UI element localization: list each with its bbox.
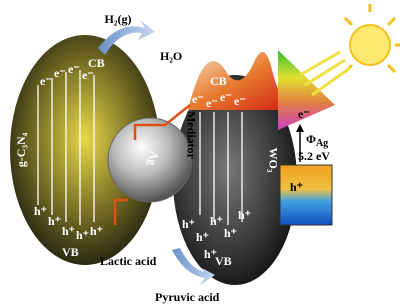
phi: Φ xyxy=(306,132,316,146)
hole: h⁺ xyxy=(204,247,217,261)
hole: h⁺ xyxy=(182,217,195,231)
hole: h⁺ xyxy=(210,214,223,228)
h2o-label: H₂O xyxy=(160,49,182,63)
right-material: WO₃ xyxy=(266,148,280,173)
hole: h⁺ xyxy=(62,224,75,238)
hole: h⁺ xyxy=(76,228,89,242)
electron: e⁻ xyxy=(54,66,66,80)
diagram: H₂(g) H₂O Lactic acid Pyruvic acid CB VB… xyxy=(0,0,400,308)
ag-hole: h⁺ xyxy=(290,180,303,194)
electron: e⁻ xyxy=(82,68,94,82)
right-cb: CB xyxy=(210,74,227,88)
h2-label: H₂(g) xyxy=(105,12,132,26)
left-vb: VB xyxy=(62,245,79,259)
pyruvic-label: Pyruvic acid xyxy=(155,290,220,304)
work-function: ΦAg xyxy=(306,132,328,150)
ag-band-box xyxy=(280,165,332,225)
electron: e⁻ xyxy=(192,92,204,106)
hole: h⁺ xyxy=(238,208,251,222)
lactic-label: Lactic acid xyxy=(100,254,157,268)
electron: e⁻ xyxy=(220,90,232,104)
arrowhead xyxy=(296,124,304,132)
hole: h⁺ xyxy=(90,224,103,238)
electron: e⁻ xyxy=(206,96,218,110)
hole: h⁺ xyxy=(224,226,237,240)
right-vb: VB xyxy=(215,254,232,268)
sun xyxy=(300,4,400,95)
energy: 5.2 eV xyxy=(298,149,330,163)
hole: h⁺ xyxy=(34,204,47,218)
electron: e⁻ xyxy=(234,94,246,108)
mediator-label: Mediator xyxy=(184,111,198,160)
electron: e⁻ xyxy=(40,74,52,88)
phi-sub: Ag xyxy=(316,138,328,149)
left-material: g-C₃N₄ xyxy=(14,132,28,167)
ag-core: Ag xyxy=(145,150,161,167)
ag-electron: e⁻ xyxy=(298,107,310,121)
hole: h⁺ xyxy=(48,214,61,228)
electron: e⁻ xyxy=(68,62,80,76)
hole: h⁺ xyxy=(196,230,209,244)
